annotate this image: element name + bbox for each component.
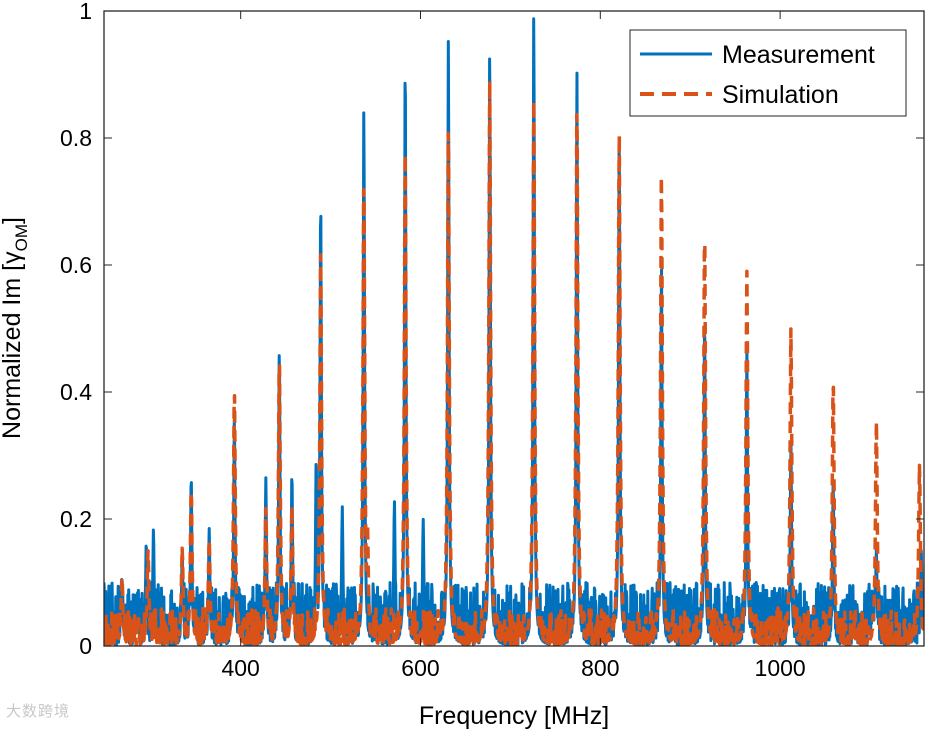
- x-tick-label: 600: [401, 655, 439, 681]
- y-tick-label: 0.8: [60, 125, 92, 151]
- legend-label-simulation: Simulation: [722, 81, 839, 109]
- axes-background: [104, 11, 924, 646]
- plot-area: 400 600 800 1000 0 0.2 0.4 0.6 0.8 1: [60, 0, 925, 681]
- x-tick-label: 1000: [755, 655, 806, 681]
- legend: Measurement Simulation: [629, 29, 907, 117]
- y-tick-label: 0: [79, 633, 92, 659]
- series-line-simulation: [104, 79, 924, 646]
- x-axis-label: Frequency [MHz]: [419, 702, 609, 730]
- y-tick-label: 0.2: [60, 506, 92, 532]
- y-axis-label-text: Normalized Im [γOM]: [0, 217, 31, 439]
- series-layer: [104, 17, 924, 646]
- x-tick-label: 800: [581, 655, 619, 681]
- legend-label-measurement: Measurement: [722, 41, 875, 69]
- legend-box: [629, 29, 907, 117]
- y-tick-label: 0.4: [60, 379, 92, 405]
- y-axis-label-sub: OM: [12, 224, 31, 251]
- axes-box: [103, 10, 925, 647]
- y-axis-label-close: ]: [0, 217, 26, 224]
- watermark: 大数跨境: [6, 702, 71, 720]
- y-axis-label-main: Normalized Im [γ: [0, 251, 26, 439]
- y-axis-label: Normalized Im [γOM]: [0, 217, 31, 439]
- y-tick-label: 0.6: [60, 252, 92, 278]
- tick-layer: 400 600 800 1000 0 0.2 0.4 0.6 0.8 1: [60, 0, 924, 681]
- x-tick-label: 400: [221, 655, 259, 681]
- y-tick-label: 1: [79, 0, 92, 24]
